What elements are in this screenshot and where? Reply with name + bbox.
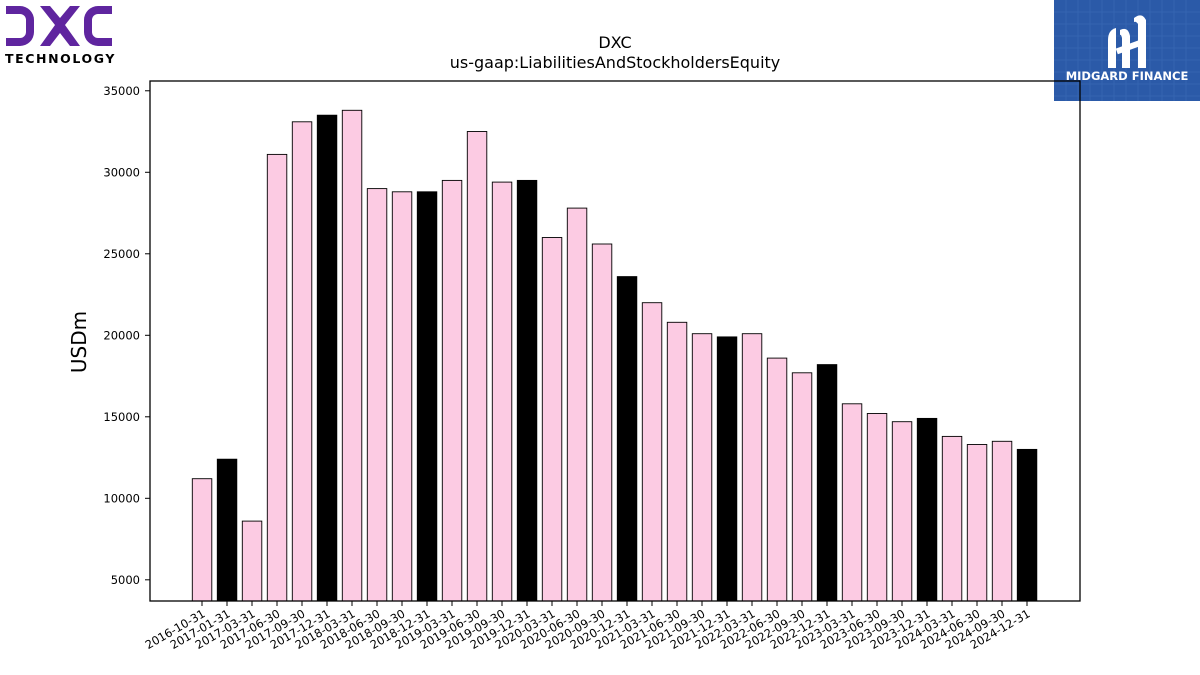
bar-2023-09-30 — [892, 422, 912, 601]
bar-2016-10-31 — [192, 479, 212, 601]
y-tick-label: 30000 — [103, 165, 140, 179]
bar-2022-09-30 — [792, 373, 812, 601]
bar-2019-12-31 — [517, 180, 537, 601]
plot-frame — [150, 81, 1080, 601]
bar-2023-12-31 — [917, 418, 937, 601]
bar-2020-09-30 — [592, 244, 612, 601]
y-axis: 5000 10000 15000 20000 25000 30000 35000 — [103, 84, 150, 587]
bar-2024-03-31 — [942, 436, 962, 601]
bar-2017-06-30 — [267, 154, 287, 601]
bar-2021-12-31 — [717, 337, 737, 601]
x-axis: 2016-10-312017-01-312017-03-312017-06-30… — [143, 601, 1033, 652]
bar-2022-03-31 — [742, 334, 762, 601]
bar-2018-09-30 — [392, 192, 412, 601]
bar-2019-06-30 — [467, 132, 487, 602]
bar-2021-06-30 — [667, 322, 687, 601]
bar-2018-12-31 — [417, 192, 437, 601]
bar-2023-06-30 — [867, 414, 887, 602]
bar-2020-12-31 — [617, 277, 637, 601]
chart-subtitle: us-gaap:LiabilitiesAndStockholdersEquity — [450, 53, 781, 72]
bar-2017-03-31 — [242, 521, 261, 601]
bar-series — [192, 110, 1037, 601]
y-tick-label: 20000 — [103, 328, 140, 342]
bar-2024-06-30 — [967, 445, 987, 602]
bar-2019-09-30 — [492, 182, 512, 601]
y-tick-label: 35000 — [103, 84, 140, 98]
bar-2017-12-31 — [317, 115, 337, 601]
bar-2022-06-30 — [767, 358, 787, 601]
bar-2022-12-31 — [817, 365, 837, 601]
bar-2023-03-31 — [842, 404, 862, 601]
bar-2019-03-31 — [442, 180, 462, 601]
bar-2020-03-31 — [542, 238, 562, 602]
bar-2021-09-30 — [692, 334, 712, 601]
bar-2018-06-30 — [367, 189, 387, 601]
y-tick-label: 5000 — [111, 573, 140, 587]
bar-2020-06-30 — [567, 208, 587, 601]
y-tick-label: 10000 — [103, 491, 140, 505]
y-tick-label: 25000 — [103, 247, 140, 261]
bar-2024-09-30 — [992, 441, 1012, 601]
y-axis-label: USDm — [67, 311, 91, 373]
bar-2017-01-31 — [217, 459, 237, 601]
chart-title: DXC — [598, 33, 631, 52]
bar-2017-09-30 — [292, 122, 312, 601]
y-tick-label: 15000 — [103, 410, 140, 424]
bar-2024-12-31 — [1017, 449, 1037, 601]
bar-2018-03-31 — [342, 110, 362, 601]
bar-2021-03-31 — [642, 303, 662, 601]
